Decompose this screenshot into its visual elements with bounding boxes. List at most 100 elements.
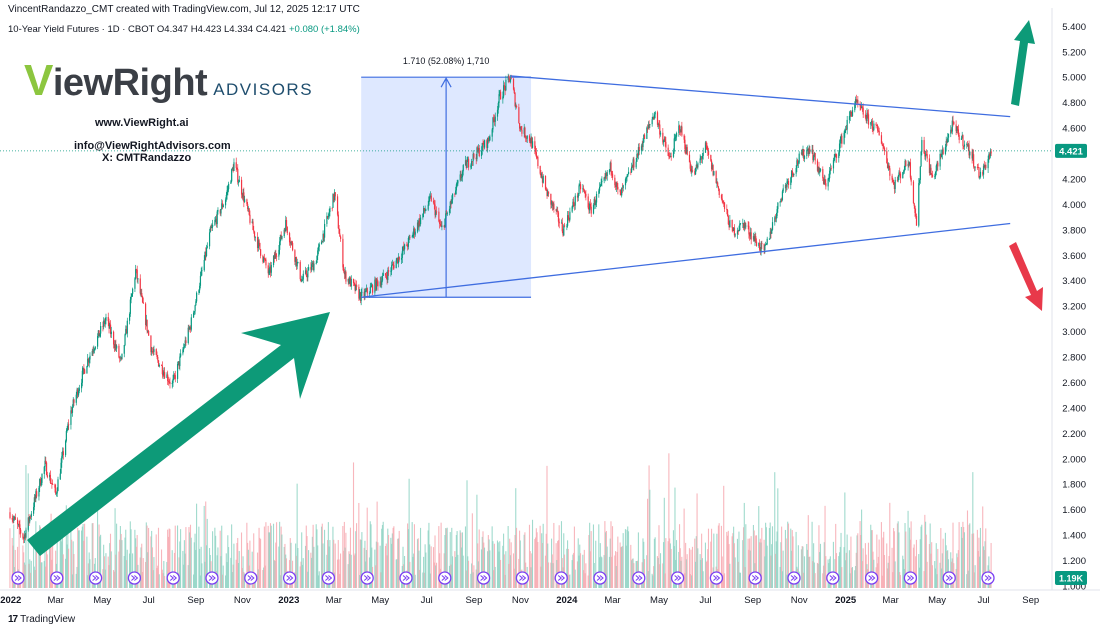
volume-bar (941, 568, 943, 588)
y-tick-label: 2.800 (1062, 353, 1086, 364)
volume-bar (359, 574, 361, 588)
candle-body (748, 225, 750, 235)
candle-body (627, 171, 630, 175)
candle-body (187, 327, 189, 343)
volume-bar (147, 552, 149, 588)
volume-bar (814, 573, 816, 588)
candle-body (226, 190, 228, 195)
volume-bar (587, 575, 589, 588)
volume-bar (81, 530, 83, 588)
volume-bar (482, 531, 484, 588)
volume-bar (381, 524, 384, 588)
candle-body (886, 151, 888, 163)
volume-bar (121, 540, 123, 588)
volume-bar (878, 539, 880, 588)
volume-bar (956, 553, 958, 588)
candle-body (221, 203, 223, 210)
candle-body (24, 534, 26, 538)
candle-body (23, 538, 25, 539)
volume-bar (156, 568, 158, 588)
candle-body (531, 141, 534, 148)
x-tick-label: 2022 (0, 595, 21, 606)
candle-body (470, 165, 472, 168)
volume-bar (173, 552, 176, 588)
volume-bar (824, 505, 826, 588)
candle-body (162, 374, 164, 375)
volume-bar (145, 522, 147, 588)
volume-bar (428, 522, 430, 588)
candle-body (802, 149, 804, 156)
y-tick-label: 4.800 (1062, 98, 1086, 109)
candle-body (92, 350, 94, 352)
event-marker-glyph (286, 575, 294, 581)
candle-body (649, 124, 651, 126)
volume-bar (381, 528, 383, 588)
volume-bar (387, 528, 389, 588)
candle-body (878, 130, 880, 136)
candle-body (729, 219, 731, 228)
candle-body (50, 482, 52, 484)
volume-bar (509, 555, 511, 588)
candle-body (914, 205, 916, 213)
volume-bar (39, 525, 41, 588)
volume-bar (144, 561, 147, 588)
candle-body (985, 164, 987, 169)
volume-bar (923, 571, 925, 588)
candle-body (18, 524, 20, 526)
volume-bar (23, 552, 25, 588)
volume-bar (67, 522, 69, 588)
candle-body (411, 236, 413, 238)
candle-body (203, 260, 205, 271)
volume-bar (308, 550, 310, 588)
volume-bar (952, 522, 954, 588)
candle-body (537, 157, 539, 167)
volume-bar (35, 521, 37, 588)
candle-body (866, 112, 868, 122)
candle-body (391, 264, 394, 266)
volume-bar (545, 533, 547, 588)
candle-body (119, 357, 122, 359)
volume-bar (818, 525, 820, 588)
volume-bar (880, 522, 882, 588)
candle-body (231, 169, 233, 182)
volume-bar (643, 559, 646, 588)
volume-bar (905, 531, 907, 588)
candle-body (435, 211, 437, 216)
candle-body (311, 262, 314, 265)
volume-bar (503, 554, 505, 588)
candle-body (662, 132, 664, 143)
x-tick-label: Sep (1022, 595, 1039, 606)
candle-body (248, 208, 250, 215)
candle-body (221, 203, 224, 208)
trendline-lower (361, 222, 1011, 298)
candle-body (66, 429, 68, 431)
volume-bar (99, 536, 101, 588)
measure-arrow-head (440, 76, 452, 88)
volume-bar (608, 556, 611, 588)
volume-bar (275, 542, 277, 588)
candle-body (11, 517, 13, 520)
candle-body (925, 154, 927, 157)
volume-bar (701, 533, 703, 588)
volume-bar (934, 561, 936, 588)
candle-body (851, 110, 854, 116)
volume-bar (780, 542, 782, 588)
volume-bar (209, 554, 211, 588)
candle-body (579, 184, 581, 186)
volume-bar (455, 535, 457, 588)
event-marker-glyph (519, 575, 527, 581)
candle-body (466, 161, 468, 168)
volume-bar (653, 566, 655, 588)
symbol-name[interactable]: 10-Year Yield Futures · 1D · CBOT (8, 24, 155, 35)
volume-bar (104, 569, 106, 588)
volume-bar (535, 528, 537, 588)
candle-body (244, 199, 246, 203)
candle-body (849, 111, 851, 117)
symbol-legend[interactable]: 10-Year Yield Futures · 1D · CBOT O4.347… (8, 24, 360, 35)
volume-bar (130, 529, 132, 588)
volume-bar (947, 550, 949, 588)
candle-body (235, 162, 237, 168)
candle-body (52, 484, 54, 485)
y-axis: 5.4005.2005.0004.8004.6004.4004.2004.000… (1051, 8, 1086, 593)
candle-body (790, 170, 793, 178)
